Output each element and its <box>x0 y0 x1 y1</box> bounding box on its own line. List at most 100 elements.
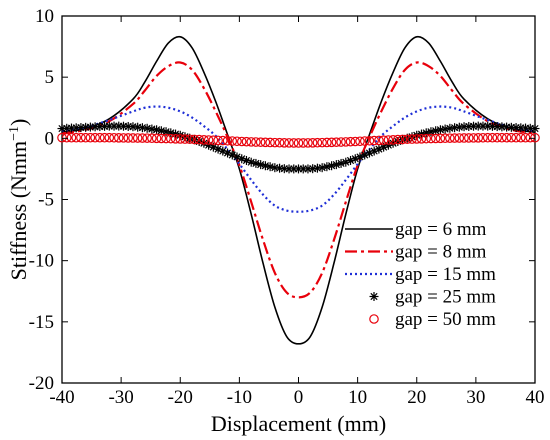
data-point-circle <box>359 136 370 146</box>
data-point-circle <box>128 133 138 143</box>
legend-circle-marker <box>369 314 379 324</box>
legend-star-marker <box>369 292 379 301</box>
data-point-circle <box>104 132 115 143</box>
data-point-circle <box>132 133 143 143</box>
data-point-circle <box>430 133 441 144</box>
data-point-circle <box>232 136 242 147</box>
data-point-circle <box>459 133 469 143</box>
legend-item: gap = 6 mm <box>345 219 487 240</box>
series-4 <box>57 121 540 174</box>
y-tick-label: -15 <box>29 312 54 333</box>
data-point-circle <box>369 135 379 146</box>
legend-label: gap = 6 mm <box>395 219 487 240</box>
data-point-circle <box>236 136 247 147</box>
data-point-circle <box>66 132 77 143</box>
data-point-circle <box>435 133 446 144</box>
data-point-circle <box>147 133 157 144</box>
x-tick-label: -40 <box>49 387 74 408</box>
legend-label: gap = 25 mm <box>395 287 496 308</box>
data-point-circle <box>118 133 129 143</box>
data-point-circle <box>393 134 403 145</box>
series-line <box>61 35 536 345</box>
series-line <box>61 105 536 213</box>
data-point-circle <box>99 132 110 143</box>
data-point-circle <box>165 133 176 144</box>
data-point-circle <box>279 138 290 148</box>
x-axis-title: Displacement (mm) <box>211 411 386 436</box>
data-point-circle <box>487 132 498 143</box>
y-tick-label: -20 <box>29 373 54 394</box>
data-point-circle <box>175 134 186 144</box>
data-point-circle <box>326 137 337 148</box>
series-2 <box>61 61 536 299</box>
data-point-circle <box>57 132 67 143</box>
y-axis-title: Stiffness (Nmm−1) <box>6 119 31 281</box>
x-tick-label: 20 <box>407 387 426 408</box>
series-layer <box>57 35 540 345</box>
data-point-star <box>137 123 147 133</box>
data-point-circle <box>288 138 299 148</box>
data-point-circle <box>123 133 134 143</box>
data-point-circle <box>445 133 455 143</box>
data-point-circle <box>241 136 252 147</box>
data-point-circle <box>85 132 96 143</box>
legend-label: gap = 50 mm <box>395 309 496 330</box>
data-point-circle <box>374 135 384 146</box>
legend-item: gap = 50 mm <box>369 309 496 330</box>
data-point-circle <box>156 133 167 144</box>
data-point-circle <box>454 133 465 143</box>
data-point-circle <box>468 133 479 143</box>
data-point-circle <box>203 135 214 145</box>
data-point-circle <box>109 132 119 143</box>
data-point-circle <box>355 136 365 147</box>
series-line <box>61 61 536 299</box>
data-point-circle <box>199 135 209 145</box>
legend-label: gap = 15 mm <box>395 264 496 285</box>
data-point-circle <box>80 132 91 143</box>
legend-label: gap = 8 mm <box>395 242 487 263</box>
data-point-circle <box>478 132 488 143</box>
data-point-circle <box>378 135 389 145</box>
legend-item: gap = 15 mm <box>345 264 496 285</box>
data-point-circle <box>463 133 474 143</box>
data-point-circle <box>407 134 417 144</box>
data-point-circle <box>525 132 536 143</box>
y-axis-title-main: Stiffness (Nmm <box>6 141 31 281</box>
data-point-circle <box>61 132 72 143</box>
data-point-circle <box>492 132 502 143</box>
data-point-circle <box>180 134 190 144</box>
data-point-circle <box>76 132 86 143</box>
data-point-circle <box>520 132 531 143</box>
data-point-circle <box>501 132 512 143</box>
data-point-circle <box>142 133 152 143</box>
data-point-circle <box>411 134 422 144</box>
data-point-circle <box>218 135 228 146</box>
data-point-circle <box>246 137 256 147</box>
data-point-circle <box>161 133 171 144</box>
data-point-circle <box>95 132 105 143</box>
data-point-circle <box>227 136 238 146</box>
data-point-circle <box>350 136 361 147</box>
data-point-circle <box>530 132 540 143</box>
data-point-circle <box>255 137 266 147</box>
data-point-circle <box>251 137 261 147</box>
data-point-circle <box>170 133 181 144</box>
data-point-circle <box>473 133 484 143</box>
data-point-circle <box>440 133 450 144</box>
x-tick-label: 30 <box>466 387 485 408</box>
data-point-circle <box>208 135 219 145</box>
data-point-circle <box>340 137 351 147</box>
data-point-circle <box>270 137 280 148</box>
data-point-circle <box>345 136 356 147</box>
plot-area: -40 -30 -20 -10 0 10 20 30 40 -20 -15 -10 -5 0 5 10 <box>29 6 545 408</box>
data-point-circle <box>312 137 323 148</box>
data-point-circle <box>303 138 313 148</box>
data-point-circle <box>90 132 100 143</box>
y-axis-title-exponent: −1 <box>7 126 22 141</box>
axis-ticks: -40 -30 -20 -10 0 10 20 30 40 -20 -15 -10 -5 0 5 10 <box>29 6 545 408</box>
data-point-circle <box>511 132 521 143</box>
data-point-circle <box>137 133 148 143</box>
data-point-circle <box>317 137 327 148</box>
y-tick-label: 0 <box>45 128 55 149</box>
